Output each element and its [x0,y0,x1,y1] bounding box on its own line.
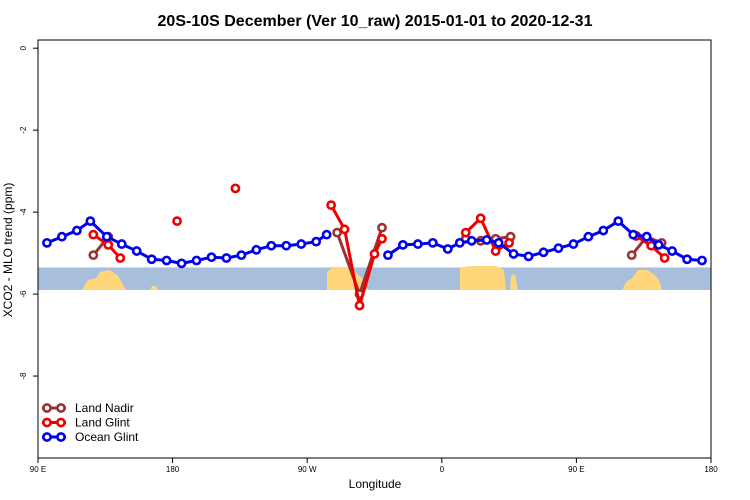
y-tick-label: -2 [19,126,28,134]
ocean-glint-point [57,231,67,242]
ocean-glint-point [398,240,408,250]
ocean-glint-point [85,216,96,227]
ocean-glint-point [628,229,639,240]
ocean-glint-point [641,231,652,242]
land-area-6 [150,286,158,290]
land-glint-point [339,224,350,235]
ocean-band [38,267,711,290]
legend-label-ocean-glint: Ocean Glint [75,430,139,444]
land-glint-point [354,300,365,311]
x-tick-label: 0 [440,465,445,474]
y-tick-label: -4 [19,208,28,216]
y-tick-label: 0 [19,45,28,50]
ocean-glint-point [613,216,624,227]
ocean-glint-point [266,240,277,251]
ocean-glint-point [427,237,438,248]
chart-title: 20S-10S December (Ver 10_raw) 2015-01-01… [158,13,593,30]
land-glint-point [369,249,380,259]
x-tick-label: 180 [704,465,718,474]
ocean-glint-point [697,255,707,266]
ocean-glint-point [442,244,453,254]
land-glint-point [326,200,337,211]
ocean-glint-point [131,246,142,256]
legend-marker-ocean-glint [42,432,52,442]
x-tick-label: 180 [166,465,180,474]
y-tick-label: -6 [19,290,28,298]
ocean-glint-point [161,255,172,266]
x-tick-label: 90 E [30,465,46,474]
ocean-glint-point [508,249,519,259]
land-area-4 [510,274,518,290]
ocean-glint-point [251,244,262,255]
ocean-glint-point [653,240,664,250]
plot-area: 90 E 180 90 W 0 90 E 180 0 -2 -4 -6 -8 [19,39,718,474]
ocean-glint-point [667,246,678,256]
land-area-1 [82,270,126,290]
land-glint-point [172,216,182,227]
ocean-glint-point [191,255,202,266]
ocean-glint-point [493,237,504,248]
ocean-glint-point [281,240,292,251]
legend-marker-land-nadir [42,403,52,413]
x-tick-label: 90 E [568,465,584,474]
land-glint-point [460,227,471,238]
land-nadir-point [88,250,99,261]
x-tick-label: 90 W [298,465,317,474]
land-area-2 [327,268,370,290]
land-nadir-point [626,250,637,261]
ocean-glint-point [321,229,332,240]
ocean-glint-point [206,252,217,263]
ocean-glint-point [481,235,492,245]
land-glint-point [115,253,126,263]
ocean-glint-point [383,250,393,261]
ocean-glint-point [553,243,564,254]
ocean-glint-point [101,231,112,242]
land-nadir-point [332,227,343,238]
ocean-glint-point [71,225,82,236]
legend-label-land-glint: Land Glint [75,416,130,430]
land-glint-point [659,253,670,263]
land-glint-point [377,233,387,244]
ocean-glint-point [311,236,322,247]
legend-marker-land-glint [42,417,52,428]
land-nadir-point [377,222,387,233]
ocean-glint-point [412,239,423,249]
ocean-glint-point [42,237,52,248]
land-glint-point [88,229,99,240]
ocean-glint-point [236,250,247,261]
legend-marker-land-nadir [56,403,66,413]
ocean-glint-point [568,239,579,249]
plot-frame [37,39,712,459]
ocean-glint-point [176,258,187,269]
land-glint-point [475,213,486,224]
ocean-glint-point [682,254,692,265]
ocean-glint-point [538,247,549,258]
land-glint-point [103,240,114,250]
ocean-glint-point [598,225,609,236]
land-glint-point [490,246,501,256]
y-tick-label: -8 [19,372,28,380]
ocean-glint-point [221,253,232,263]
land-glint-point [504,237,514,248]
y-axis-label: XCO2 - MLO trend (ppm) [1,183,15,318]
ocean-glint-point [296,239,307,249]
land-area-3 [460,266,506,290]
legend-label-land-nadir: Land Nadir [75,401,134,415]
legend-marker-land-glint [56,417,66,428]
x-axis-label: Longitude [349,477,402,491]
legend-marker-ocean-glint [56,432,66,442]
ocean-glint-point [146,254,157,265]
land-area-5 [622,270,662,290]
ocean-glint-point [466,235,477,246]
ocean-glint-point [454,237,465,248]
ocean-glint-point [583,231,594,242]
land-glint-point [230,183,241,194]
ocean-glint-point [116,239,127,249]
ocean-glint-point [523,251,534,262]
